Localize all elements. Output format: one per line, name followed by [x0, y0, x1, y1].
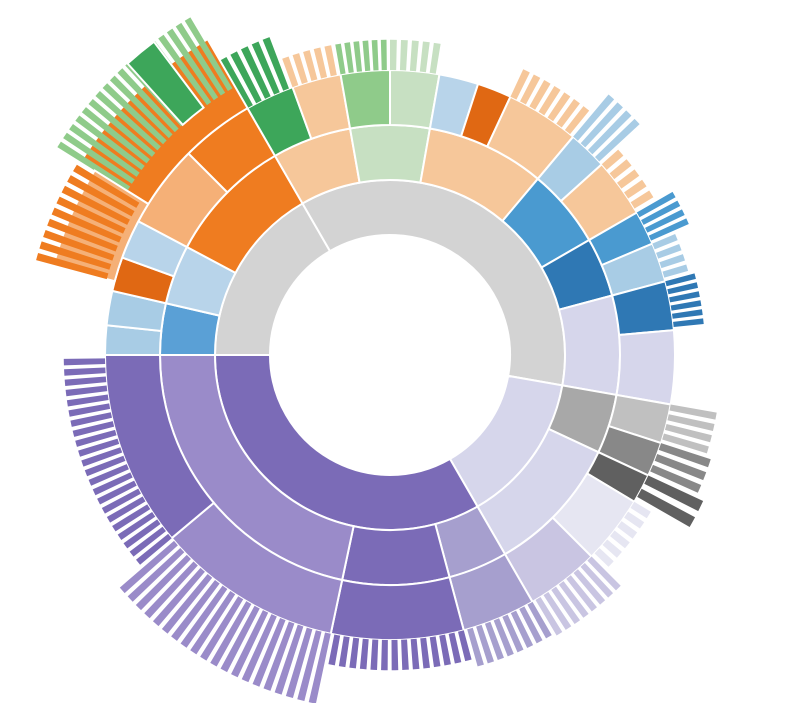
sunburst-slice [341, 70, 390, 128]
sunburst-bar [672, 309, 703, 318]
sunburst-bar [420, 41, 430, 72]
sunburst-bar [360, 639, 369, 670]
sunburst-bar [363, 41, 371, 72]
sunburst-bar [400, 40, 408, 71]
sunburst-bar [671, 300, 702, 310]
sunburst-bar [372, 40, 379, 70]
sunburst-bar [349, 638, 359, 669]
sunburst-slice [331, 577, 464, 640]
sunburst-slice [617, 330, 675, 404]
sunburst-bar [328, 635, 340, 666]
sunburst-bar [66, 386, 108, 397]
sunburst-bar [370, 639, 378, 670]
sunburst-bar [344, 42, 353, 73]
sunburst-chart [0, 0, 810, 703]
sunburst-bar [335, 44, 345, 75]
sunburst-bar [430, 636, 441, 667]
sunburst-slice [559, 295, 620, 394]
sunburst-bar [324, 45, 336, 76]
sunburst-bar [381, 40, 387, 70]
sunburst-slice [350, 125, 430, 183]
sunburst-bar [411, 639, 420, 670]
sunburst-bar [65, 377, 107, 387]
sunburst-bar [353, 41, 362, 72]
sunburst-bar [381, 640, 388, 670]
sunburst-slice [342, 524, 449, 585]
sunburst-bar [392, 640, 399, 670]
sunburst-bar [439, 635, 451, 666]
sunburst-bar [64, 358, 105, 365]
sunburst-bar [339, 636, 350, 667]
sunburst-bar [673, 318, 704, 327]
sunburst-bar [410, 41, 419, 72]
sunburst-bar [401, 639, 409, 670]
sunburst-bar [64, 367, 106, 375]
sunburst-bar [430, 43, 441, 74]
sunburst-bar [420, 638, 430, 669]
sunburst-bar [390, 40, 397, 70]
